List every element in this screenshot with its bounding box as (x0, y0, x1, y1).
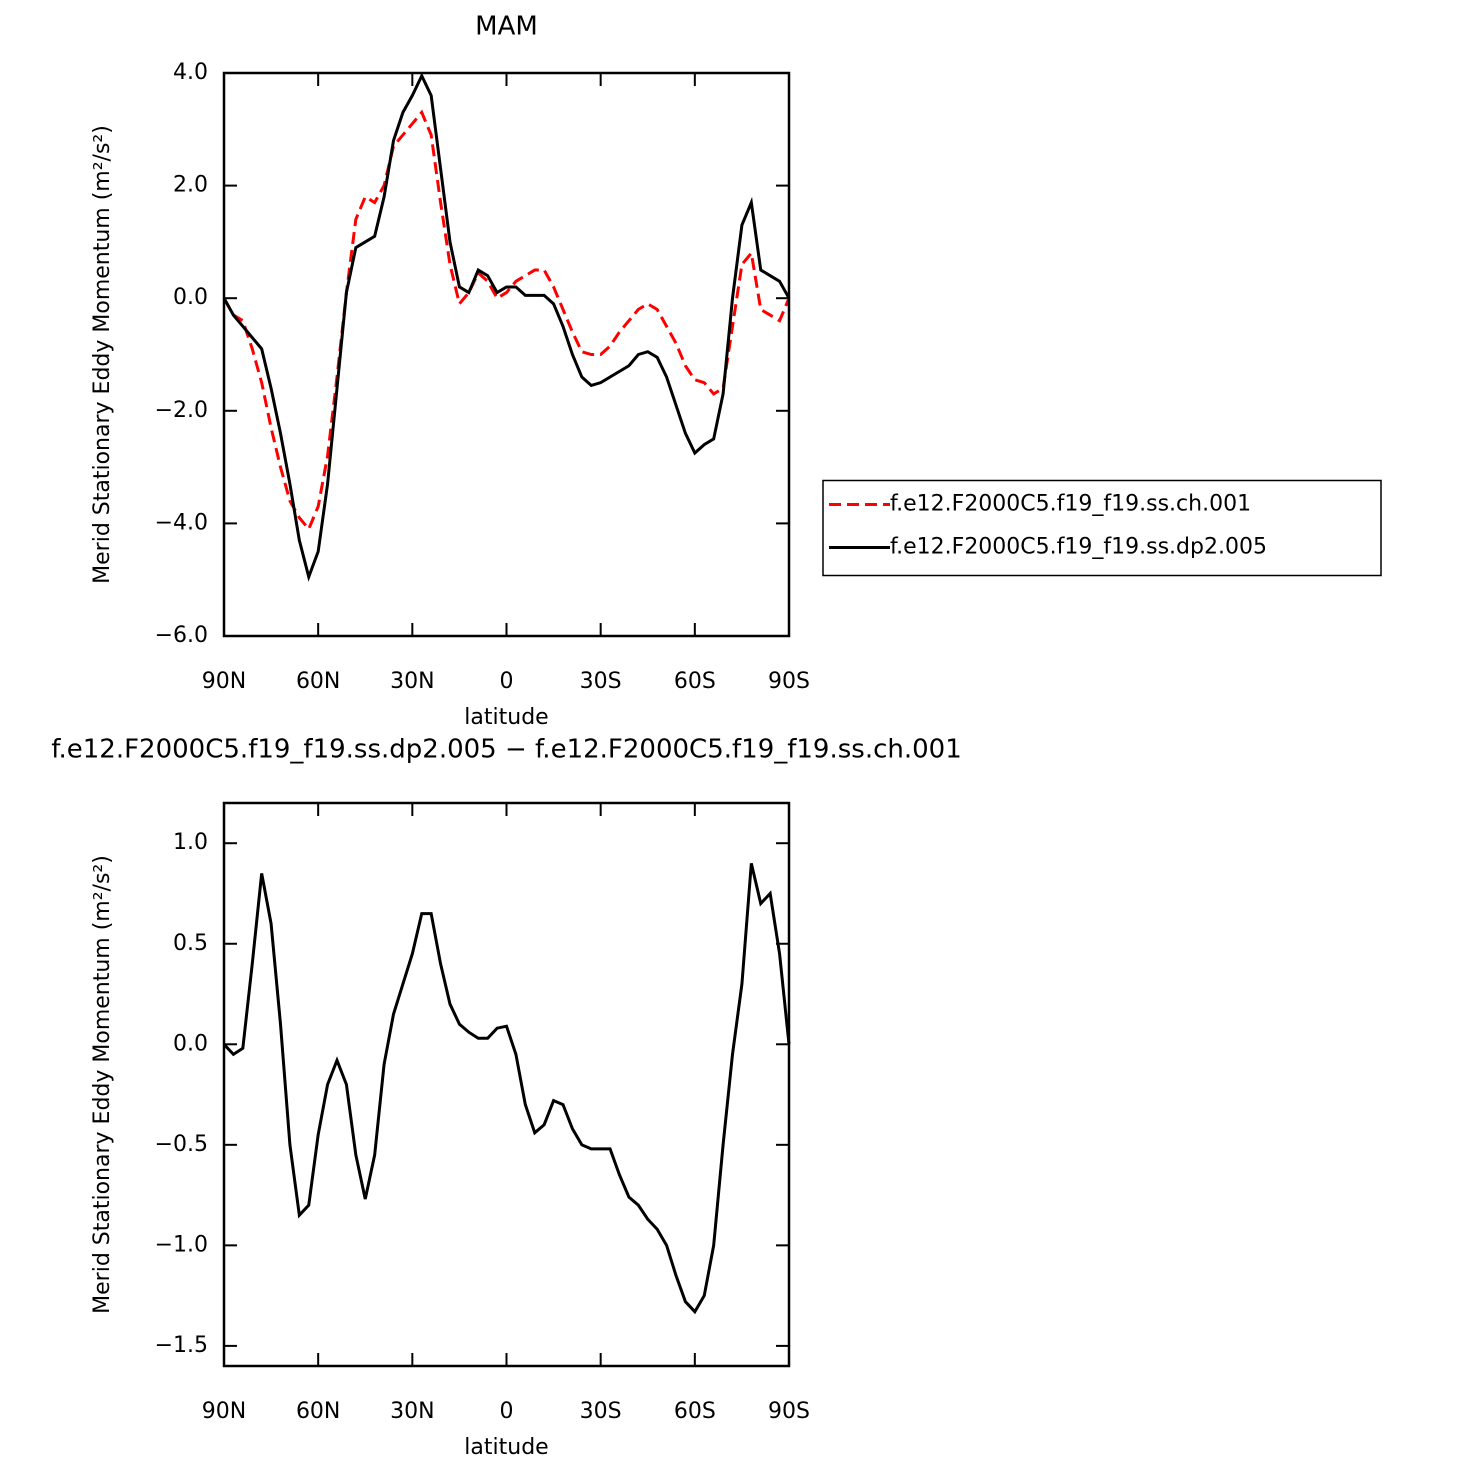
x-tick-label: 60S (674, 1399, 716, 1424)
x-tick-label: 30N (390, 1399, 434, 1424)
x-tick-label: 0 (500, 669, 514, 694)
y-tick-label: 0.5 (173, 931, 208, 956)
y-tick-label: −1.5 (155, 1333, 208, 1358)
panel: f.e12.F2000C5.f19_f19.ss.dp2.005 − f.e12… (51, 735, 962, 1461)
legend-box (822, 479, 1382, 577)
x-tick-label: 90S (768, 1399, 810, 1424)
chart-title: MAM (475, 12, 538, 42)
panel: MAM latitude Merid Stationary Eddy Momentu… (90, 12, 1382, 730)
x-tick-label: 90S (768, 669, 810, 694)
y-tick-label: 2.0 (173, 173, 208, 198)
data-line (222, 862, 791, 1315)
x-axis-label: latitude (464, 705, 548, 730)
legend-label: f.e12.F2000C5.f19_f19.ss.ch.001 (890, 492, 1251, 517)
y-tick-label: 0.0 (173, 1031, 208, 1056)
x-tick-label: 30N (390, 669, 434, 694)
x-tick-label: 30S (580, 1399, 622, 1424)
x-tick-label: 0 (500, 1399, 514, 1424)
x-tick-label: 60N (296, 669, 340, 694)
x-tick-label: 30S (580, 669, 622, 694)
legend-label: f.e12.F2000C5.f19_f19.ss.dp2.005 (890, 535, 1267, 560)
y-axis-label: Merid Stationary Eddy Momentum (m²/s²) (90, 855, 115, 1314)
y-tick-label: −0.5 (155, 1132, 208, 1157)
y-axis-label: Merid Stationary Eddy Momentum (m²/s²) (90, 125, 115, 584)
plot-frame (222, 801, 791, 1368)
y-tick-label: 4.0 (173, 60, 208, 85)
legend: f.e12.F2000C5.f19_f19.ss.ch.001 f.e12.F20… (822, 479, 1382, 577)
x-axis-label: latitude (464, 1435, 548, 1460)
y-tick-label: −6.0 (155, 623, 208, 648)
y-tick-label: −4.0 (155, 510, 208, 535)
y-tick-label: −1.0 (155, 1232, 208, 1257)
y-tick-label: 1.0 (173, 830, 208, 855)
x-tick-label: 90N (202, 669, 246, 694)
x-tick-label: 60S (674, 669, 716, 694)
chart-title: f.e12.F2000C5.f19_f19.ss.dp2.005 − f.e12… (51, 735, 962, 765)
x-tick-label: 90N (202, 1399, 246, 1424)
y-tick-label: −2.0 (155, 398, 208, 423)
y-tick-label: 0.0 (173, 285, 208, 310)
data-line (222, 109, 791, 532)
x-tick-label: 60N (296, 1399, 340, 1424)
plot-frame (222, 71, 791, 638)
data-line (222, 72, 791, 582)
